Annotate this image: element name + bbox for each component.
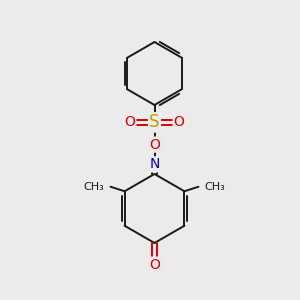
Text: S: S xyxy=(149,113,160,131)
Text: O: O xyxy=(149,138,160,152)
Text: O: O xyxy=(124,116,135,129)
Text: CH₃: CH₃ xyxy=(205,182,225,192)
Text: N: N xyxy=(149,158,160,171)
Text: O: O xyxy=(149,258,160,272)
Text: O: O xyxy=(174,116,184,129)
Text: CH₃: CH₃ xyxy=(84,182,104,192)
